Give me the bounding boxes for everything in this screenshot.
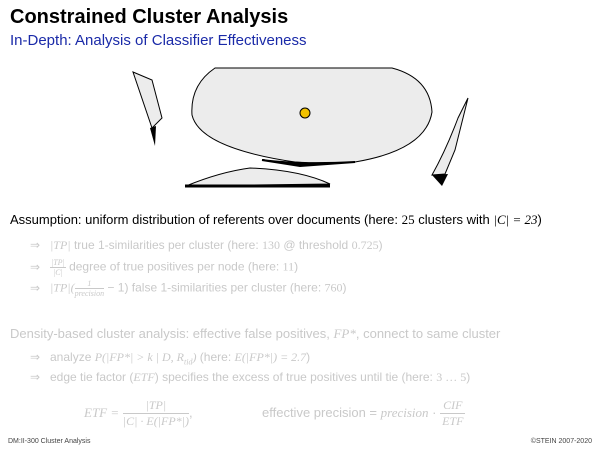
bullet-text-2: ) specifies the excess of true positives…: [154, 370, 437, 384]
assumption-mid: clusters with: [414, 212, 494, 227]
slide-title: Constrained Cluster Analysis: [10, 6, 289, 28]
etf-comma: ,: [188, 404, 193, 420]
cif-numerator: CIF: [440, 398, 466, 414]
assumption-c-expr: |C| = 23: [493, 212, 538, 227]
slide-subtitle: In-Depth: Analysis of Classifier Effecti…: [10, 32, 307, 49]
bullet-mid: @ threshold: [280, 238, 352, 252]
probability-expr-end: ): [192, 350, 197, 364]
assumption-line: Assumption: uniform distribution of refe…: [10, 212, 542, 228]
fraction-denominator: precision: [74, 289, 105, 298]
section-tail: , connect to same cluster: [355, 326, 501, 341]
arrow-icon: ⇒: [30, 280, 41, 295]
fraction-numerator: |TP|: [50, 258, 66, 268]
bullet-tp-per-cluster: ⇒ |TP| true 1-similarities per cluster (h…: [30, 238, 383, 253]
bullet-post: ): [306, 350, 311, 364]
footer-left: DM:II-300 Cluster Analysis: [8, 438, 91, 445]
bullet-mid: − 1): [104, 280, 129, 295]
etf-denominator: |C| · E(|FP*|): [122, 414, 189, 428]
assumption-tail: ): [537, 212, 542, 227]
density-section-heading: Density-based cluster analysis: effectiv…: [10, 326, 500, 342]
right-sliver-edge: [432, 174, 448, 186]
bullet-text: false 1-similarities per cluster (here:: [128, 280, 325, 295]
arrow-icon: ⇒: [30, 238, 41, 252]
eff-precision-term: precision: [380, 404, 429, 420]
arrow-icon: ⇒: [30, 350, 41, 364]
bullet-analyze-probability: ⇒ analyze P(|FP*| > k | D, Rtid) (here: E…: [30, 350, 310, 366]
probability-expr: P(|FP*| > k | D, R: [94, 350, 185, 364]
bullet-false-similarities: ⇒ |TP|(1 precision − 1) false 1-similariti…: [30, 279, 347, 298]
bottom-sliver-shape: [185, 167, 331, 187]
etf-term: ETF: [133, 370, 155, 384]
etf-fraction: |TP| |C| · E(|FP*|): [122, 398, 189, 429]
fp-symbol: FP*: [333, 326, 356, 341]
centroid-marker: [299, 107, 311, 119]
bullet-value: 11: [282, 259, 295, 274]
one-over-precision-fraction: 1 precision: [74, 279, 105, 298]
bullet-value: 3 … 5: [436, 370, 467, 384]
bullet-tp-degree: ⇒ |TP| |C| degree of true positives per no…: [30, 258, 298, 277]
cif-over-etf-fraction: CIF ETF: [440, 398, 466, 429]
bullet-post: ): [342, 280, 347, 295]
expectation-expr: E(|FP*|) = 2.7: [234, 350, 307, 364]
tp-symbol: |TP|(: [50, 280, 75, 295]
footer-right: ©STEIN 2007-2020: [530, 438, 592, 445]
fraction-denominator: |C|: [53, 268, 63, 277]
etf-lhs: ETF =: [84, 404, 120, 420]
assumption-n-clusters: 25: [401, 212, 415, 227]
bullet-text: degree of true positives per node (here:: [65, 259, 283, 274]
arrow-icon: ⇒: [30, 259, 41, 274]
etf-formula: ETF = |TP| |C| · E(|FP*|),: [84, 398, 193, 429]
etf-numerator: |TP|: [122, 398, 189, 414]
bullet-text: true 1-similarities per cluster (here:: [70, 238, 262, 252]
bullet-value: 760: [324, 280, 343, 295]
arrow-icon: ⇒: [30, 370, 41, 384]
cluster-figure: [132, 67, 469, 188]
eff-lhs: effective precision =: [262, 404, 381, 420]
bullet-edge-tie-factor: ⇒ edge tie factor (ETF) specifies the exc…: [30, 370, 470, 385]
left-sliver-shape: [132, 71, 163, 129]
bullet-post: ): [466, 370, 471, 384]
bullet-post: ): [378, 238, 383, 252]
effective-precision-formula: effective precision = precision · CIF ETF: [262, 398, 466, 429]
section-lead: Density-based cluster analysis: effectiv…: [10, 326, 334, 341]
probability-subscript: tid: [184, 357, 193, 367]
bullet-value: 130: [262, 238, 280, 252]
tp-symbol: |TP|: [50, 238, 71, 252]
right-sliver-shape: [431, 97, 469, 176]
fraction-numerator: 1: [74, 279, 105, 289]
eff-dot: ·: [428, 404, 441, 420]
large-cluster-edge: [261, 159, 356, 168]
bullet-text: analyze: [50, 350, 95, 364]
assumption-lead: Assumption: uniform distribution of refe…: [10, 212, 402, 227]
large-cluster-shape: [191, 67, 433, 164]
tp-over-c-fraction: |TP| |C|: [50, 258, 66, 277]
etf-denominator: ETF: [442, 414, 464, 428]
bullet-mid: (here:: [196, 350, 235, 364]
bullet-post: ): [294, 259, 299, 274]
bullet-text: edge tie factor (: [50, 370, 134, 384]
bullet-value-threshold: 0.725: [351, 238, 379, 252]
left-sliver-edge: [150, 126, 156, 146]
